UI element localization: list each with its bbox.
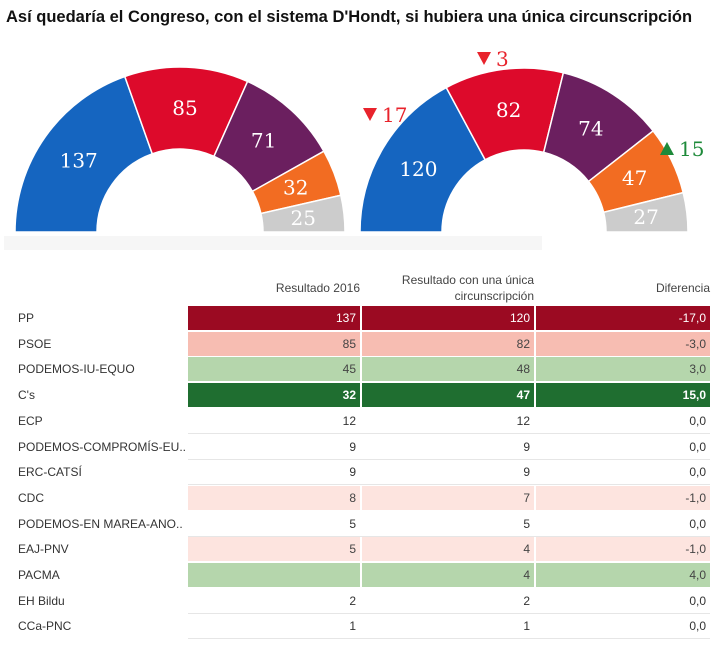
seats-difference: -17,0 xyxy=(536,306,710,330)
change-up-icon xyxy=(660,142,674,155)
change-down-icon xyxy=(477,52,491,65)
hemicycle-2-slice-otros xyxy=(602,191,689,233)
hemicycle-1-label-podemos: 71 xyxy=(251,128,276,152)
hemicycle-1-slice-otros xyxy=(260,194,346,233)
seats-unica: 9 xyxy=(523,465,530,480)
party-name: EH Bildu xyxy=(18,593,65,608)
hemicycle-2-label-cs: 47 xyxy=(622,166,647,190)
party-name: ECP xyxy=(18,413,43,428)
seats-unica: 4 xyxy=(362,563,534,587)
separator-band xyxy=(4,236,542,250)
seats-difference: -1,0 xyxy=(536,485,710,510)
seats-difference: 0,0 xyxy=(689,619,706,634)
seats-2016: 12 xyxy=(342,413,356,428)
table-row: PODEMOS-IU-EQUO 45 48 3,0 xyxy=(0,357,718,382)
hemicycle-1-label-cs: 32 xyxy=(283,175,308,199)
seats-2016 xyxy=(188,563,360,587)
seats-2016: 32 xyxy=(188,383,360,408)
change-down-icon xyxy=(363,108,377,121)
party-name: PODEMOS-EN MAREA-ANO.. xyxy=(18,516,183,531)
table-row: ERC-CATSÍ 9 9 0,0 xyxy=(0,460,718,486)
table-row: ECP 12 12 0,0 xyxy=(0,409,718,434)
party-name: CDC xyxy=(18,490,44,505)
party-name: ERC-CATSÍ xyxy=(18,465,82,480)
seats-2016: 45 xyxy=(188,357,360,382)
hemicycle-2-slice-pp xyxy=(359,86,487,233)
table-row: EH Bildu 2 2 0,0 xyxy=(0,589,718,614)
seats-2016: 9 xyxy=(349,465,356,480)
hemicycle-2-label-podemos: 74 xyxy=(578,117,603,141)
table-row: EAJ-PNV 5 4 -1,0 xyxy=(0,537,718,562)
seats-difference: 0,0 xyxy=(689,516,706,531)
change-value: 17 xyxy=(382,103,407,127)
chart-title: Así quedaría el Congreso, con el sistema… xyxy=(6,8,693,26)
hemicycle-1-label-pp: 137 xyxy=(60,148,98,172)
hemicycle-1-label-psoe: 85 xyxy=(172,96,197,120)
seats-unica: 48 xyxy=(362,357,534,382)
hemicycle-2-label-psoe: 82 xyxy=(496,98,521,122)
seats-unica: 1 xyxy=(523,619,530,634)
party-name: EAJ-PNV xyxy=(18,542,69,557)
seats-unica: 5 xyxy=(523,516,530,531)
row-divider xyxy=(188,612,710,614)
table-row: CCa-PNC 1 1 0,0 xyxy=(0,614,718,640)
hemicycle-1-slice-pp xyxy=(14,75,154,233)
seats-unica: 120 xyxy=(362,306,534,330)
seats-unica: 47 xyxy=(362,383,534,408)
seats-2016: 1 xyxy=(349,619,356,634)
seats-unica: 12 xyxy=(516,413,530,428)
row-divider xyxy=(188,638,710,640)
seats-2016: 9 xyxy=(349,439,356,454)
row-divider xyxy=(188,458,710,460)
seats-2016: 85 xyxy=(188,331,360,356)
seats-unica: 4 xyxy=(362,537,534,562)
seats-difference: -3,0 xyxy=(536,331,710,356)
party-name: PSOE xyxy=(18,336,52,351)
change-value: 15 xyxy=(679,137,704,161)
seats-2016: 5 xyxy=(349,516,356,531)
seats-unica: 82 xyxy=(362,331,534,356)
seats-difference: 4,0 xyxy=(536,563,710,587)
seats-difference: 0,0 xyxy=(689,413,706,428)
seats-difference: 0,0 xyxy=(689,465,706,480)
table-row: CDC 8 7 -1,0 xyxy=(0,485,718,510)
hemicycle-charts: 137 85 71 32 25 120 82 74 47 27 17 3 15 xyxy=(14,47,704,233)
change-value: 3 xyxy=(496,47,509,71)
party-name: CCa-PNC xyxy=(18,619,72,634)
hemicycle-1-label-otros: 25 xyxy=(290,206,315,230)
table-row: PP 137 120 -17,0 xyxy=(0,306,718,330)
seats-unica: 2 xyxy=(523,593,530,608)
party-name: PODEMOS-COMPROMÍS-EU.. xyxy=(18,439,187,454)
row-divider xyxy=(188,432,710,434)
seats-unica: 9 xyxy=(523,439,530,454)
table-row: C's 32 47 15,0 xyxy=(0,383,718,408)
hemicycle-2-label-pp: 120 xyxy=(399,157,437,181)
col-header-2016: Resultado 2016 xyxy=(275,281,360,295)
row-divider xyxy=(188,535,710,537)
seats-difference: 0,0 xyxy=(689,593,706,608)
party-name: PACMA xyxy=(18,568,60,582)
party-name: PP xyxy=(18,311,35,325)
seats-difference: 15,0 xyxy=(536,383,710,408)
table-row: PODEMOS-EN MAREA-ANO.. 5 5 0,0 xyxy=(0,512,718,537)
seats-difference: 0,0 xyxy=(689,439,706,454)
party-name: C's xyxy=(18,388,35,403)
row-divider xyxy=(188,484,710,486)
seats-2016: 137 xyxy=(188,306,360,330)
seats-2016: 2 xyxy=(349,593,356,608)
hemicycle-2-label-otros: 27 xyxy=(633,205,658,229)
table-row: PACMA 4 4,0 xyxy=(0,563,718,587)
seats-unica: 7 xyxy=(362,485,534,510)
table-row: PSOE 85 82 -3,0 xyxy=(0,331,718,356)
seats-2016: 8 xyxy=(188,485,360,510)
party-name: PODEMOS-IU-EQUO xyxy=(18,362,135,377)
seats-difference: 3,0 xyxy=(536,357,710,382)
col-header-diferencia: Diferencia xyxy=(655,281,710,295)
table-row: PODEMOS-COMPROMÍS-EU.. 9 9 0,0 xyxy=(0,435,718,460)
col-header-unica: Resultado con una única circunscripción xyxy=(401,273,534,303)
seats-difference: -1,0 xyxy=(536,537,710,562)
seats-2016: 5 xyxy=(188,537,360,562)
